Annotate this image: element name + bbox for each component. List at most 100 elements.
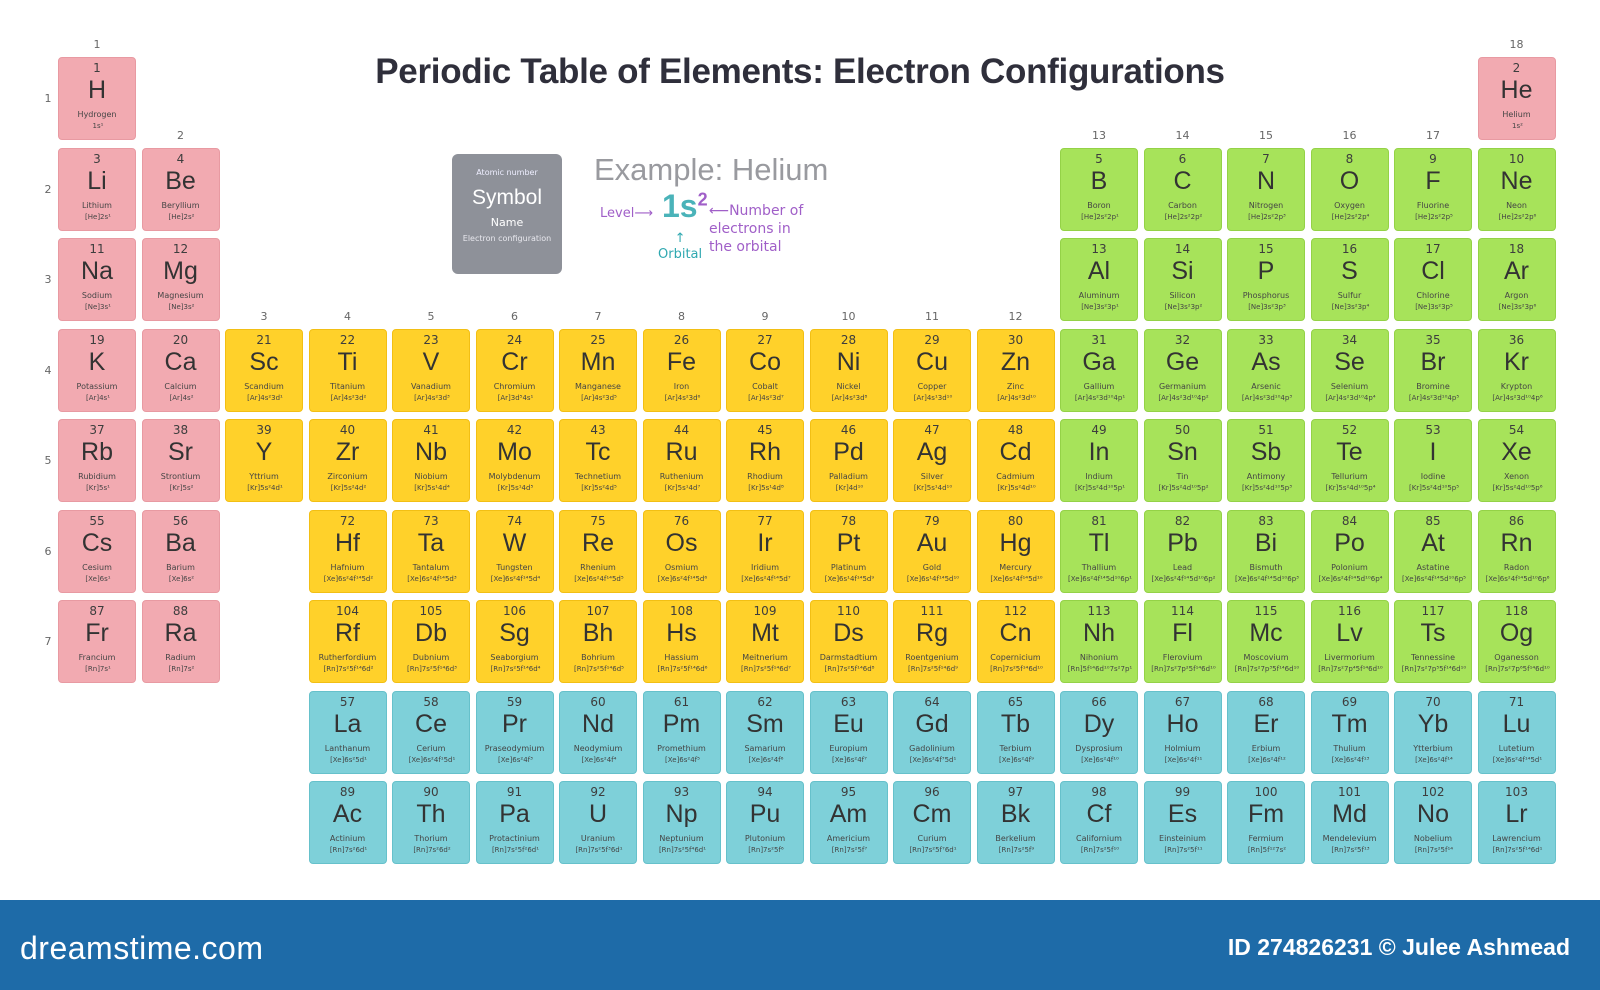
element-tile-o[interactable]: 8 O Oxygen [He]2s²2p⁴ [1310, 147, 1389, 231]
element-tile-dy[interactable]: 66 Dy Dysprosium [Xe]6s²4f¹⁰ [1060, 690, 1138, 774]
element-tile-v[interactable]: 23 V Vanadium [Ar]4s²3d³ [392, 328, 470, 412]
element-tile-ni[interactable]: 28 Ni Nickel [Ar]4s²3d⁸ [809, 328, 888, 412]
element-tile-sb[interactable]: 51 Sb Antimony [Kr]5s²4d¹⁰5p³ [1227, 419, 1305, 502]
element-tile-sr[interactable]: 38 Sr Strontium [Kr]5s² [141, 419, 220, 502]
element-tile-y[interactable]: 39 Y Yttrium [Kr]5s²4d¹ [225, 419, 303, 502]
element-tile-gd[interactable]: 64 Gd Gadolinium [Xe]6s²4f⁷5d¹ [893, 690, 971, 774]
element-tile-cs[interactable]: 55 Cs Cesium [Xe]6s¹ [58, 509, 136, 593]
element-tile-ga[interactable]: 31 Ga Gallium [Ar]4s²3d¹⁰4p¹ [1060, 328, 1138, 412]
element-tile-mt[interactable]: 109 Mt Meitnerium [Rn]7s²5f¹⁴6d⁷ [726, 600, 804, 683]
element-tile-rn[interactable]: 86 Rn Radon [Xe]6s²4f¹⁴5d¹⁰6p⁶ [1477, 509, 1556, 593]
element-tile-mc[interactable]: 115 Mc Moscovium [Rn]7s²7p³5f¹⁴6d¹⁰ [1227, 600, 1305, 683]
element-tile-cu[interactable]: 29 Cu Copper [Ar]4s¹3d¹⁰ [893, 328, 971, 412]
element-tile-ba[interactable]: 56 Ba Barium [Xe]6s² [141, 509, 220, 593]
element-tile-pa[interactable]: 91 Pa Protactinium [Rn]7s²5f²6d¹ [475, 781, 554, 864]
element-tile-lr[interactable]: 103 Lr Lawrencium [Rn]7s²5f¹⁴6d¹ [1477, 781, 1556, 864]
element-tile-in[interactable]: 49 In Indium [Kr]5s²4d¹⁰5p¹ [1060, 419, 1138, 502]
element-tile-rb[interactable]: 37 Rb Rubidium [Kr]5s¹ [58, 419, 136, 502]
element-tile-sc[interactable]: 21 Sc Scandium [Ar]4s²3d¹ [225, 328, 303, 412]
element-tile-zr[interactable]: 40 Zr Zirconium [Kr]5s²4d² [308, 419, 387, 502]
element-tile-pt[interactable]: 78 Pt Platinum [Xe]6s¹4f¹⁴5d⁹ [809, 509, 888, 593]
element-tile-pm[interactable]: 61 Pm Promethium [Xe]6s²4f⁵ [642, 690, 721, 774]
element-tile-ir[interactable]: 77 Ir Iridium [Xe]6s²4f¹⁴5d⁷ [726, 509, 804, 593]
element-tile-u[interactable]: 92 U Uranium [Rn]7s²5f³6d¹ [559, 781, 637, 864]
element-tile-hs[interactable]: 108 Hs Hassium [Rn]7s²5f¹⁴6d⁶ [642, 600, 721, 683]
element-tile-sg[interactable]: 106 Sg Seaborgium [Rn]7s²5f¹⁴6d⁴ [475, 600, 554, 683]
element-tile-og[interactable]: 118 Og Oganesson [Rn]7s²7p⁶5f¹⁴6d¹⁰ [1477, 600, 1556, 683]
element-tile-b[interactable]: 5 B Boron [He]2s²2p¹ [1060, 147, 1138, 231]
element-tile-lv[interactable]: 116 Lv Livermorium [Rn]7s²7p⁴5f¹⁴6d¹⁰ [1310, 600, 1389, 683]
element-tile-ge[interactable]: 32 Ge Germanium [Ar]4s²3d¹⁰4p² [1143, 328, 1222, 412]
element-tile-ca[interactable]: 20 Ca Calcium [Ar]4s² [141, 328, 220, 412]
element-tile-pb[interactable]: 82 Pb Lead [Xe]6s²4f¹⁴5d¹⁰6p² [1143, 509, 1222, 593]
element-tile-po[interactable]: 84 Po Polonium [Xe]6s²4f¹⁴5d¹⁰6p⁴ [1310, 509, 1389, 593]
element-tile-ar[interactable]: 18 Ar Argon [Ne]3s²3p⁶ [1477, 238, 1556, 321]
element-tile-al[interactable]: 13 Al Aluminum [Ne]3s²3p¹ [1060, 238, 1138, 321]
element-tile-be[interactable]: 4 Be Beryllium [He]2s² [141, 147, 220, 231]
element-tile-li[interactable]: 3 Li Lithium [He]2s¹ [58, 147, 136, 231]
element-tile-c[interactable]: 6 C Carbon [He]2s²2p² [1143, 147, 1222, 231]
element-tile-f[interactable]: 9 F Fluorine [He]2s²2p⁵ [1394, 147, 1472, 231]
element-tile-ne[interactable]: 10 Ne Neon [He]2s²2p⁶ [1477, 147, 1556, 231]
element-tile-cn[interactable]: 112 Cn Copernicium [Rn]7s²5f¹⁴6d¹⁰ [976, 600, 1055, 683]
element-tile-cm[interactable]: 96 Cm Curium [Rn]7s²5f⁷6d¹ [893, 781, 971, 864]
element-tile-ce[interactable]: 58 Ce Cerium [Xe]6s²4f¹5d¹ [392, 690, 470, 774]
element-tile-ts[interactable]: 117 Ts Tennessine [Rn]7s²7p⁵5f¹⁴6d¹⁰ [1394, 600, 1472, 683]
element-tile-i[interactable]: 53 I Iodine [Kr]5s²4d¹⁰5p⁵ [1394, 419, 1472, 502]
element-tile-np[interactable]: 93 Np Neptunium [Rn]7s²5f⁴6d¹ [642, 781, 721, 864]
element-tile-tl[interactable]: 81 Tl Thallium [Xe]6s²4f¹⁴5d¹⁰6p¹ [1060, 509, 1138, 593]
element-tile-br[interactable]: 35 Br Bromine [Ar]4s²3d¹⁰4p⁵ [1394, 328, 1472, 412]
element-tile-sn[interactable]: 50 Sn Tin [Kr]5s²4d¹⁰5p² [1143, 419, 1222, 502]
element-tile-nh[interactable]: 113 Nh Nihonium [Rn]5f¹⁴6d¹⁰7s²7p¹ [1060, 600, 1138, 683]
element-tile-se[interactable]: 34 Se Selenium [Ar]4s²3d¹⁰4p⁴ [1310, 328, 1389, 412]
element-tile-co[interactable]: 27 Co Cobalt [Ar]4s²3d⁷ [726, 328, 804, 412]
element-tile-re[interactable]: 75 Re Rhenium [Xe]6s²4f¹⁴5d⁵ [559, 509, 637, 593]
element-tile-ra[interactable]: 88 Ra Radium [Rn]7s² [141, 600, 220, 683]
element-tile-hg[interactable]: 80 Hg Mercury [Xe]6s²4f¹⁴5d¹⁰ [976, 509, 1055, 593]
element-tile-zn[interactable]: 30 Zn Zinc [Ar]4s²3d¹⁰ [976, 328, 1055, 412]
element-tile-na[interactable]: 11 Na Sodium [Ne]3s¹ [58, 238, 136, 321]
element-tile-ti[interactable]: 22 Ti Titanium [Ar]4s²3d² [308, 328, 387, 412]
element-tile-lu[interactable]: 71 Lu Lutetium [Xe]6s²4f¹⁴5d¹ [1477, 690, 1556, 774]
element-tile-bh[interactable]: 107 Bh Bohrium [Rn]7s²5f¹⁴6d⁵ [559, 600, 637, 683]
brand-logo[interactable]: dreamstime.com [20, 930, 264, 966]
element-tile-bi[interactable]: 83 Bi Bismuth [Xe]6s²4f¹⁴5d¹⁰6p³ [1227, 509, 1305, 593]
element-tile-es[interactable]: 99 Es Einsteinium [Rn]7s²5f¹¹ [1143, 781, 1222, 864]
element-tile-xe[interactable]: 54 Xe Xenon [Kr]5s²4d¹⁰5p⁶ [1477, 419, 1556, 502]
element-tile-rh[interactable]: 45 Rh Rhodium [Kr]5s¹4d⁸ [726, 419, 804, 502]
element-tile-mg[interactable]: 12 Mg Magnesium [Ne]3s² [141, 238, 220, 321]
element-tile-tm[interactable]: 69 Tm Thulium [Xe]6s²4f¹³ [1310, 690, 1389, 774]
element-tile-eu[interactable]: 63 Eu Europium [Xe]6s²4f⁷ [809, 690, 888, 774]
element-tile-fl[interactable]: 114 Fl Flerovium [Rn]7s²7p²5f¹⁴6d¹⁰ [1143, 600, 1222, 683]
element-tile-rg[interactable]: 111 Rg Roentgenium [Rn]7s²5f¹⁴6d⁹ [893, 600, 971, 683]
element-tile-s[interactable]: 16 S Sulfur [Ne]3s²3p⁴ [1310, 238, 1389, 321]
element-tile-cl[interactable]: 17 Cl Chlorine [Ne]3s²3p⁵ [1394, 238, 1472, 321]
element-tile-p[interactable]: 15 P Phosphorus [Ne]3s²3p³ [1227, 238, 1305, 321]
element-tile-pd[interactable]: 46 Pd Palladium [Kr]4d¹⁰ [809, 419, 888, 502]
element-tile-sm[interactable]: 62 Sm Samarium [Xe]6s²4f⁶ [726, 690, 804, 774]
element-tile-tb[interactable]: 65 Tb Terbium [Xe]6s²4f⁹ [976, 690, 1055, 774]
element-tile-os[interactable]: 76 Os Osmium [Xe]6s²4f¹⁴5d⁶ [642, 509, 721, 593]
element-tile-ho[interactable]: 67 Ho Holmium [Xe]6s²4f¹¹ [1143, 690, 1222, 774]
element-tile-ac[interactable]: 89 Ac Actinium [Rn]7s²6d¹ [308, 781, 387, 864]
element-tile-bk[interactable]: 97 Bk Berkelium [Rn]7s²5f⁹ [976, 781, 1055, 864]
element-tile-as[interactable]: 33 As Arsenic [Ar]4s²3d¹⁰4p³ [1227, 328, 1305, 412]
element-tile-nb[interactable]: 41 Nb Niobium [Kr]5s¹4d⁴ [392, 419, 470, 502]
element-tile-kr[interactable]: 36 Kr Krypton [Ar]4s²3d¹⁰4p⁶ [1477, 328, 1556, 412]
element-tile-cr[interactable]: 24 Cr Chromium [Ar]3d⁵4s¹ [475, 328, 554, 412]
element-tile-tc[interactable]: 43 Tc Technetium [Kr]5s²4d⁵ [559, 419, 637, 502]
element-tile-ds[interactable]: 110 Ds Darmstadtium [Rn]7s²5f¹⁴6d⁸ [809, 600, 888, 683]
element-tile-ta[interactable]: 73 Ta Tantalum [Xe]6s²4f¹⁴5d³ [392, 509, 470, 593]
element-tile-mn[interactable]: 25 Mn Manganese [Ar]4s²3d⁵ [559, 328, 637, 412]
element-tile-db[interactable]: 105 Db Dubnium [Rn]7s²5f¹⁴6d³ [392, 600, 470, 683]
element-tile-k[interactable]: 19 K Potassium [Ar]4s¹ [58, 328, 136, 412]
element-tile-te[interactable]: 52 Te Tellurium [Kr]5s²4d¹⁰5p⁴ [1310, 419, 1389, 502]
element-tile-yb[interactable]: 70 Yb Ytterbium [Xe]6s²4f¹⁴ [1394, 690, 1472, 774]
element-tile-md[interactable]: 101 Md Mendelevium [Rn]7s²5f¹³ [1310, 781, 1389, 864]
element-tile-th[interactable]: 90 Th Thorium [Rn]7s²6d² [392, 781, 470, 864]
element-tile-n[interactable]: 7 N Nitrogen [He]2s²2p³ [1227, 147, 1305, 231]
element-tile-la[interactable]: 57 La Lanthanum [Xe]6s²5d¹ [308, 690, 387, 774]
element-tile-hf[interactable]: 72 Hf Hafnium [Xe]6s²4f¹⁴5d² [308, 509, 387, 593]
element-tile-si[interactable]: 14 Si Silicon [Ne]3s²3p² [1143, 238, 1222, 321]
element-tile-au[interactable]: 79 Au Gold [Xe]6s¹4f¹⁴5d¹⁰ [893, 509, 971, 593]
